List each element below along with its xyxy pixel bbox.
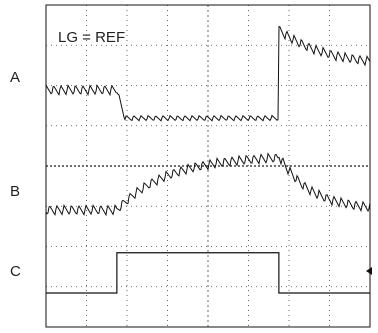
trace-channel-a <box>45 25 371 122</box>
scope-frame <box>45 4 371 328</box>
channel-label-a: A <box>10 69 20 86</box>
reference-annotation: LG = REF <box>58 29 125 46</box>
channel-label-c: C <box>10 263 21 280</box>
trace-channel-c <box>46 252 370 294</box>
trace-channel-b <box>45 152 371 217</box>
channel-label-b: B <box>10 183 20 200</box>
trigger-marker-icon <box>366 267 372 275</box>
